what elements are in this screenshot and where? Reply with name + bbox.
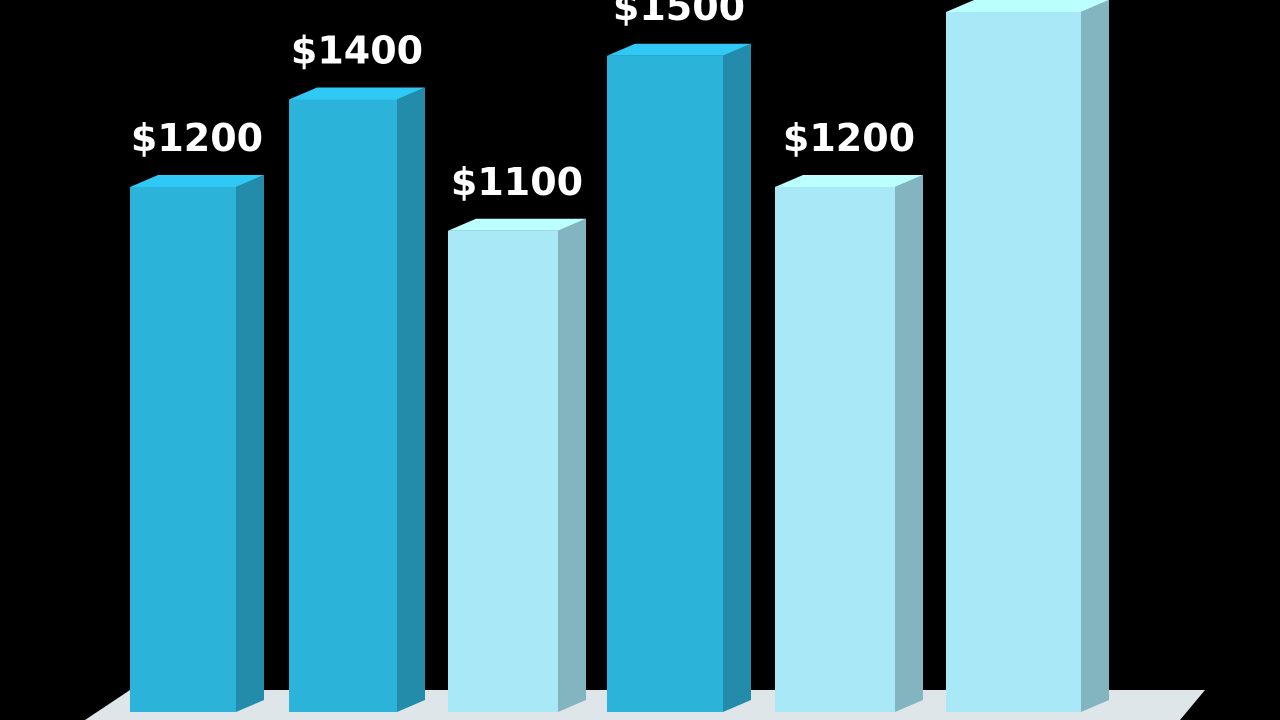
bar bbox=[946, 0, 1109, 712]
bar-front bbox=[946, 12, 1081, 712]
bar-top bbox=[289, 87, 425, 100]
bar bbox=[448, 218, 586, 712]
bar-front bbox=[289, 99, 397, 712]
bar-side bbox=[397, 87, 425, 712]
value-label: $1200 bbox=[783, 116, 915, 160]
bar-front bbox=[448, 230, 558, 712]
bar-side bbox=[236, 175, 264, 712]
bar-side bbox=[1081, 0, 1109, 712]
bar-top bbox=[130, 175, 264, 187]
bar bbox=[775, 175, 923, 712]
bar-top bbox=[946, 0, 1109, 12]
bar-front bbox=[607, 55, 723, 712]
bar-side bbox=[895, 175, 923, 712]
bar-side bbox=[723, 43, 751, 712]
bar-side bbox=[558, 218, 586, 712]
value-label: $1500 bbox=[613, 0, 745, 29]
value-label: $1400 bbox=[291, 29, 423, 73]
bar-front bbox=[775, 187, 895, 712]
bar bbox=[130, 175, 264, 712]
bar-top bbox=[448, 218, 586, 231]
value-label: $1200 bbox=[131, 116, 263, 160]
bars: $1200 $1400 $1100 $1500 $1200 bbox=[130, 0, 1109, 712]
value-label: $1100 bbox=[451, 160, 583, 204]
bar-front bbox=[130, 187, 236, 712]
bar bbox=[607, 43, 751, 712]
bar-top bbox=[607, 43, 751, 56]
bar-top bbox=[775, 175, 923, 187]
bar bbox=[289, 87, 425, 712]
